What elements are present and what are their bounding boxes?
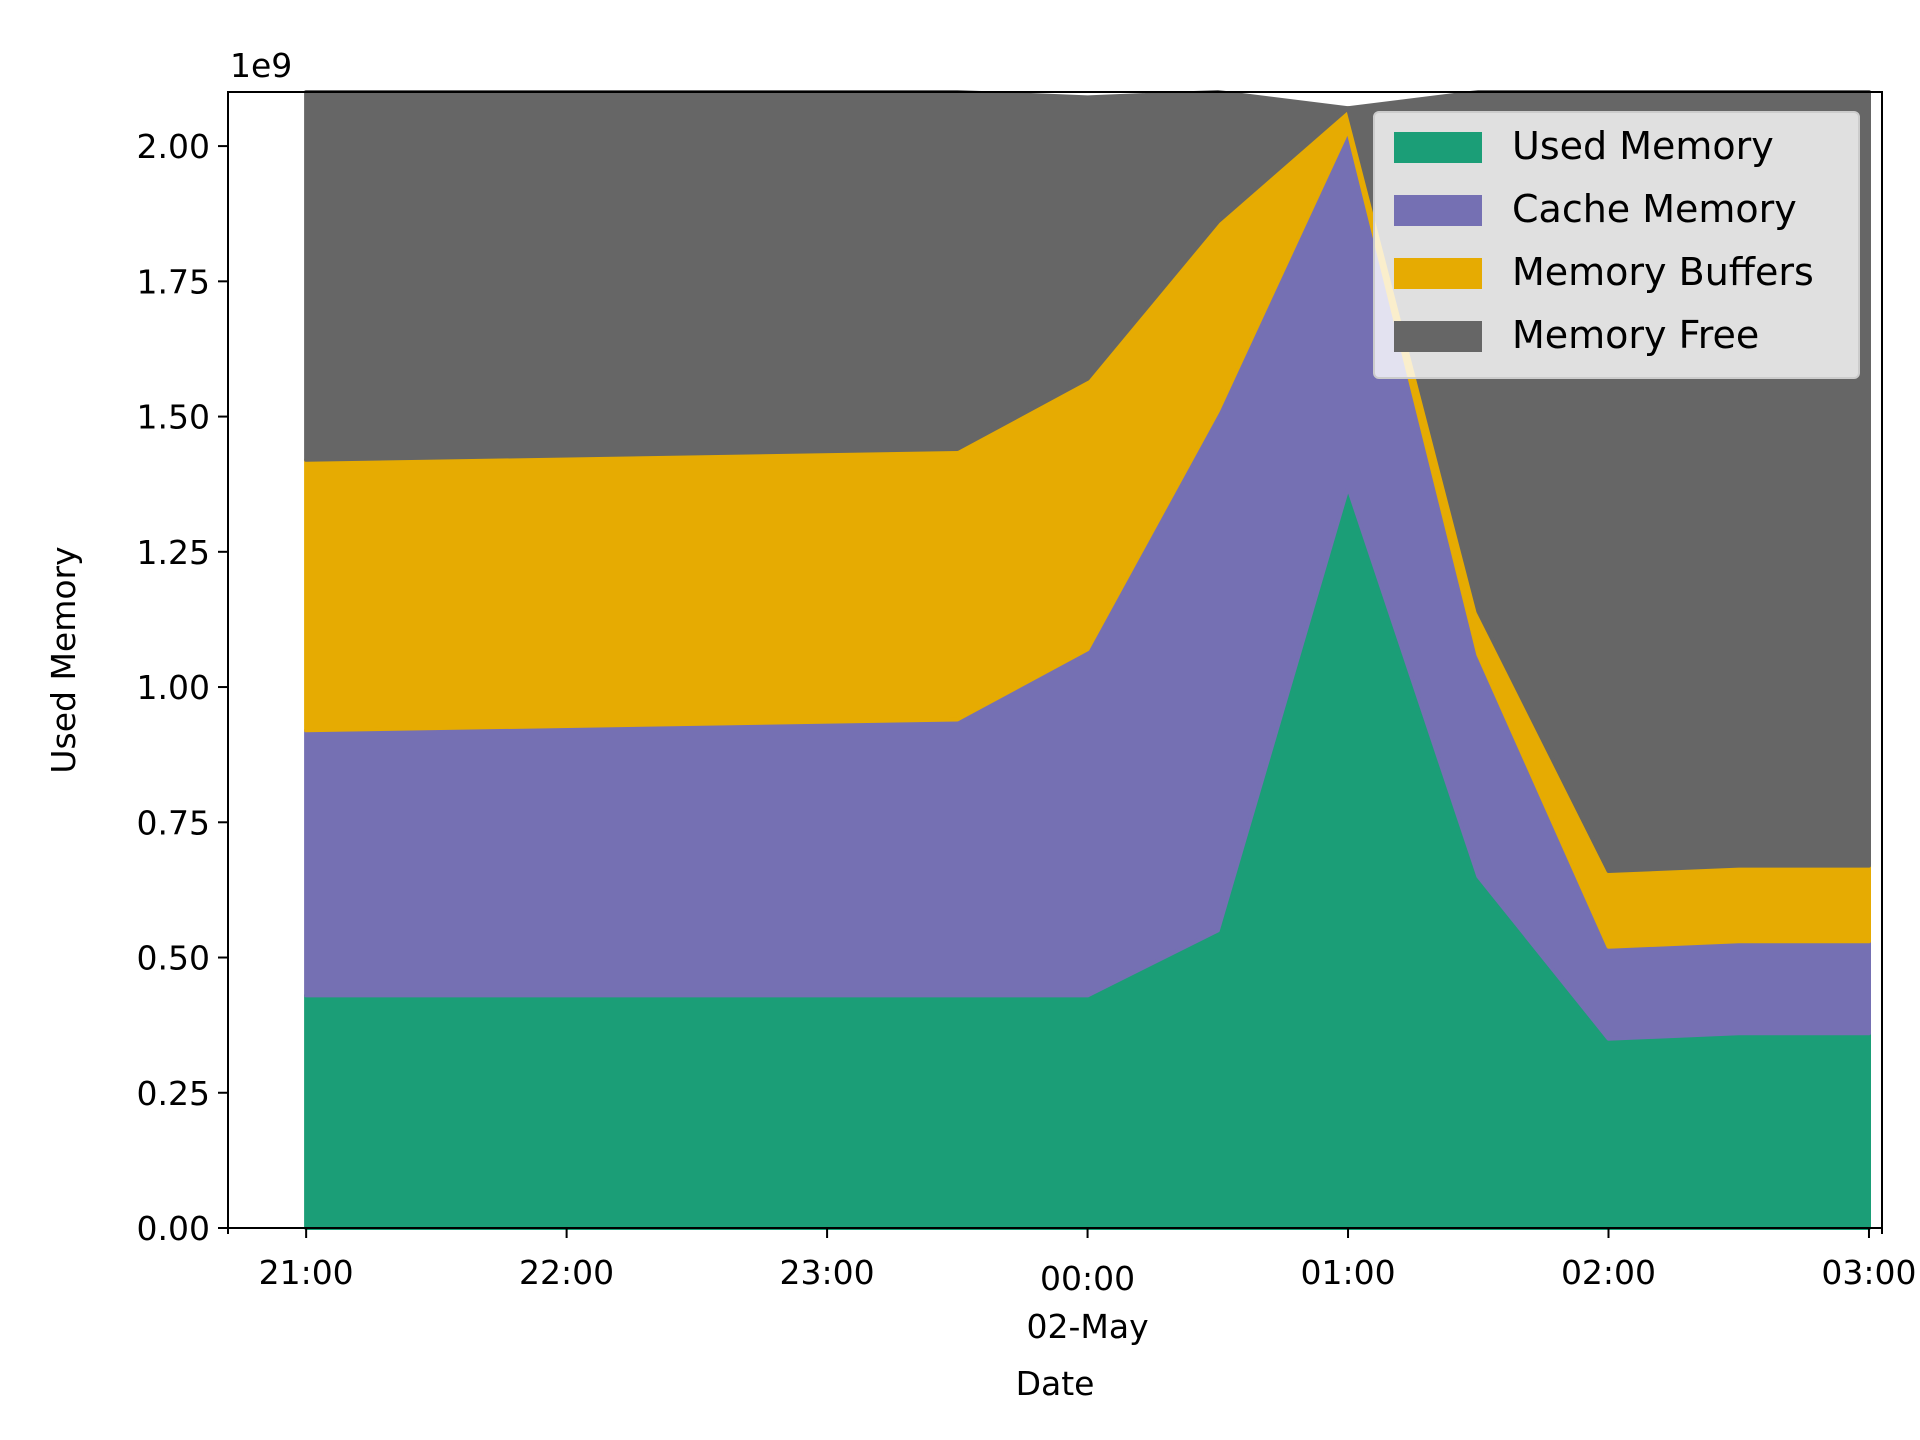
y-tick-label: 1.00 <box>137 668 210 707</box>
x-tick-label: 03:00 <box>1821 1253 1916 1292</box>
x-tick-label: 21:00 <box>259 1253 354 1292</box>
legend-box <box>1373 111 1860 379</box>
legend: Used Memory Cache Memory Memory Buffers Mem… <box>1373 111 1860 379</box>
x-axis-title: Date <box>1016 1364 1095 1403</box>
y-tick-label: 1.25 <box>137 533 210 572</box>
y-axis-title: Used Memory <box>44 546 83 773</box>
legend-label-used-memory: Used Memory <box>1512 124 1774 168</box>
legend-swatch-memory-free <box>1394 321 1482 352</box>
y-offset-label: 1e9 <box>230 46 292 85</box>
x-tick-label: 23:00 <box>780 1253 875 1292</box>
y-tick-label: 1.50 <box>137 398 210 437</box>
legend-label-memory-free: Memory Free <box>1512 313 1759 357</box>
y-tick-label: 0.50 <box>137 939 210 978</box>
legend-swatch-memory-buffers <box>1394 258 1482 289</box>
legend-label-memory-buffers: Memory Buffers <box>1512 250 1814 294</box>
x-tick-label: 00:00 <box>1040 1259 1135 1298</box>
y-tick-label: 1.75 <box>137 262 210 301</box>
y-tick-label: 2.00 <box>137 127 210 166</box>
legend-swatch-used-memory <box>1394 132 1482 163</box>
y-tick-label: 0.75 <box>137 803 210 842</box>
y-axis: 0.00 0.25 0.50 0.75 1.00 1.25 1.50 1.75 2.00 <box>137 127 228 1248</box>
x-tick-label: 01:00 <box>1300 1253 1395 1292</box>
legend-label-cache-memory: Cache Memory <box>1512 187 1797 231</box>
y-tick-label: 0.25 <box>137 1074 210 1113</box>
x-tick-label: 02:00 <box>1561 1253 1656 1292</box>
x-tick-sublabel: 02-May <box>1026 1307 1148 1346</box>
legend-swatch-cache-memory <box>1394 195 1482 226</box>
x-axis: 21:00 22:00 23:00 00:00 02-May 01:00 02:00 03:0… <box>227 1228 1917 1346</box>
plot-frame <box>227 91 1883 1229</box>
x-tick-label: 22:00 <box>519 1253 614 1292</box>
y-tick-label: 0.00 <box>137 1209 210 1248</box>
